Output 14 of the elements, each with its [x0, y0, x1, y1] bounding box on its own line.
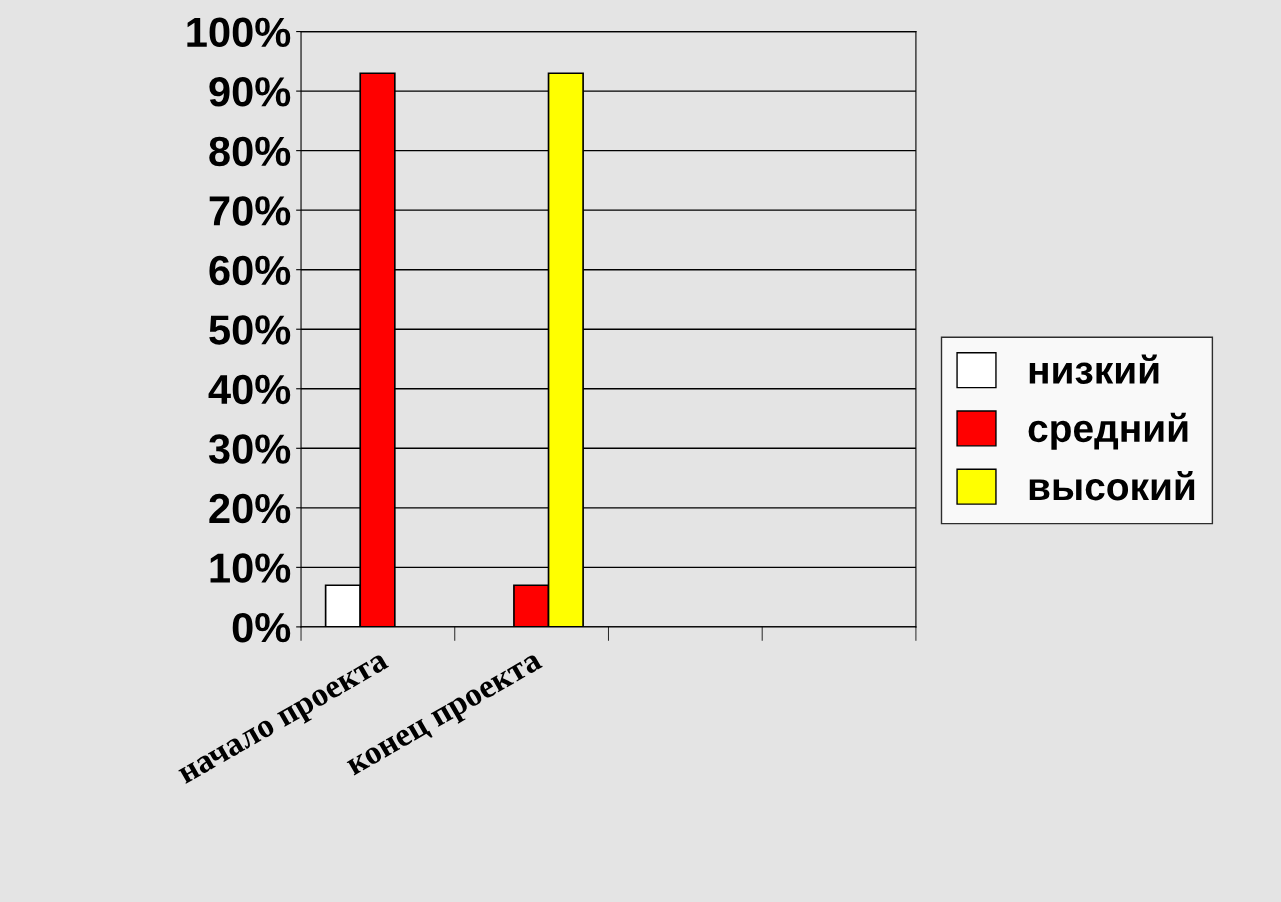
- y-tick-label: 20%: [209, 493, 291, 524]
- y-tick-label: 90%: [209, 77, 291, 107]
- y-tick-label: 30%: [208, 434, 291, 464]
- y-tick-label: 80%: [209, 136, 291, 167]
- y-tick-label: 100%: [187, 17, 291, 48]
- y-tick-label: 50%: [209, 315, 291, 345]
- y-tick-label: 0%: [232, 612, 291, 643]
- legend-label: высокий: [1029, 471, 1195, 501]
- y-tick-label: 10%: [210, 553, 291, 583]
- legend-label: низкий: [1029, 354, 1159, 384]
- y-tick-label: 40%: [208, 374, 291, 405]
- y-tick-label: 70%: [209, 196, 291, 226]
- y-tick-label: 60%: [209, 255, 291, 286]
- legend-label: средний: [1028, 412, 1188, 450]
